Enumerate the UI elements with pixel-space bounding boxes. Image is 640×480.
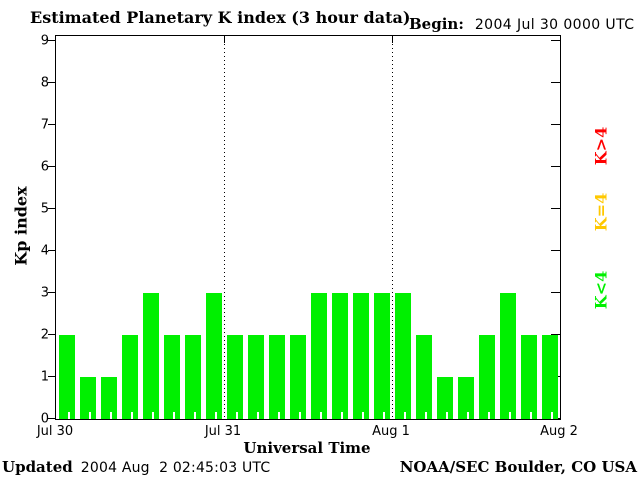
- hour-tick: [256, 412, 259, 419]
- hour-tick: [193, 412, 196, 419]
- legend-item: K=4: [591, 192, 611, 232]
- kp-bar: [331, 293, 348, 419]
- begin-label: Begin:: [409, 15, 464, 33]
- y-tick-mark-left: [48, 292, 56, 293]
- kp-bar: [457, 377, 474, 419]
- y-tick-label: 0: [40, 411, 49, 427]
- y-tick-label: 4: [40, 243, 49, 259]
- legend-item: K>4: [591, 126, 611, 166]
- hour-tick: [130, 412, 133, 419]
- begin-info: Begin: 2004 Jul 30 0000 UTC: [409, 15, 634, 33]
- hour-tick: [550, 412, 553, 419]
- hour-tick: [487, 412, 490, 419]
- hour-tick: [445, 412, 448, 419]
- y-tick-mark-right: [551, 82, 560, 83]
- kp-bar: [247, 335, 264, 419]
- kp-bar: [205, 293, 222, 419]
- x-tick-label: Jul 30: [36, 424, 74, 439]
- kp-bar: [541, 335, 558, 419]
- hour-tick: [214, 412, 217, 419]
- y-tick-mark-right: [551, 334, 560, 335]
- hour-tick: [235, 412, 238, 419]
- y-tick-mark-left: [48, 418, 56, 419]
- kp-bar: [436, 377, 453, 419]
- y-tick-mark-right: [551, 124, 560, 125]
- kp-bar: [415, 335, 432, 419]
- day-boundary-gridline: [223, 36, 225, 419]
- x-axis-title: Universal Time: [243, 439, 371, 457]
- y-tick-label: 7: [40, 117, 49, 133]
- hour-tick: [88, 412, 91, 419]
- y-tick-mark-left: [48, 166, 56, 167]
- kp-bar: [373, 293, 390, 419]
- day-boundary-gridline: [391, 36, 393, 419]
- hour-tick: [424, 412, 427, 419]
- y-tick-mark-right: [551, 292, 560, 293]
- credit: NOAA/SEC Boulder, CO USA: [399, 458, 637, 476]
- hour-tick: [67, 412, 70, 419]
- hour-tick: [361, 412, 364, 419]
- x-tick-mark-top: [391, 36, 393, 43]
- hour-tick: [529, 412, 532, 419]
- hour-tick: [109, 412, 112, 419]
- hour-tick: [298, 412, 301, 419]
- hour-tick: [382, 412, 385, 419]
- kp-bar: [394, 293, 411, 419]
- y-tick-label: 6: [40, 159, 49, 175]
- kp-bar: [163, 335, 180, 419]
- y-tick-mark-left: [48, 40, 56, 41]
- hour-tick: [403, 412, 406, 419]
- kp-bar: [142, 293, 159, 419]
- y-tick-mark-left: [48, 124, 56, 125]
- hour-tick: [319, 412, 322, 419]
- y-tick-mark-left: [48, 334, 56, 335]
- hour-tick: [508, 412, 511, 419]
- kp-bar: [58, 335, 75, 419]
- begin-value: 2004 Jul 30 0000 UTC: [474, 17, 635, 33]
- kp-bar: [79, 377, 96, 419]
- kp-bar: [226, 335, 243, 419]
- kp-bar: [478, 335, 495, 419]
- hour-tick: [151, 412, 154, 419]
- legend-item: K<4: [591, 270, 611, 310]
- kp-bar: [121, 335, 138, 419]
- plot-area: 0 1 2 3 4 5 6 7 8 9: [41, 34, 561, 427]
- kp-bar: [310, 293, 327, 419]
- hour-tick: [277, 412, 280, 419]
- x-tick-label: Jul 31: [204, 424, 242, 439]
- y-tick-mark-left: [48, 208, 56, 209]
- kp-bar: [100, 377, 117, 419]
- kp-bar: [289, 335, 306, 419]
- y-tick-label: 9: [40, 33, 49, 49]
- kp-bar: [499, 293, 516, 419]
- y-tick-mark-right: [551, 40, 560, 41]
- y-tick-mark-right: [551, 250, 560, 251]
- x-tick-label: Aug 2: [540, 424, 578, 439]
- updated-label: Updated: [2, 458, 73, 476]
- y-tick-mark-right: [551, 208, 560, 209]
- updated-value: 2004 Aug 2 02:45:03 UTC: [80, 460, 271, 476]
- hour-tick: [466, 412, 469, 419]
- chart-title: Estimated Planetary K index (3 hour data…: [30, 8, 411, 27]
- kp-bar: [268, 335, 285, 419]
- hour-tick: [340, 412, 343, 419]
- y-axis-title: Kp index: [11, 186, 31, 266]
- x-tick-label: Aug 1: [372, 424, 410, 439]
- y-tick-label: 8: [40, 75, 49, 91]
- y-tick-label: 3: [40, 285, 49, 301]
- kp-bar: [352, 293, 369, 419]
- x-tick-mark-top: [223, 36, 225, 43]
- y-tick-label: 5: [40, 201, 49, 217]
- hour-tick: [172, 412, 175, 419]
- kp-bar: [520, 335, 537, 419]
- updated-info: Updated 2004 Aug 2 02:45:03 UTC: [2, 458, 270, 476]
- y-tick-label: 2: [40, 327, 49, 343]
- y-tick-mark-left: [48, 82, 56, 83]
- kp-bar: [184, 335, 201, 419]
- y-tick-mark-left: [48, 250, 56, 251]
- y-tick-label: 1: [40, 369, 49, 385]
- y-tick-mark-left: [48, 376, 56, 377]
- y-tick-mark-right: [551, 166, 560, 167]
